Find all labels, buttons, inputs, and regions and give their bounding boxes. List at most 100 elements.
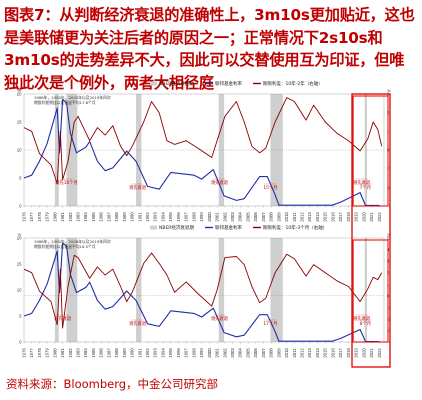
x-tick-label: 2020	[361, 212, 366, 222]
left-tick-label: 15	[17, 120, 22, 125]
highlight-box	[352, 239, 389, 343]
x-tick-label: 1978	[37, 348, 42, 358]
x-tick-label: 2010	[284, 212, 289, 222]
x-tick-label: 2006	[253, 348, 258, 358]
chart-note: 1988年，2000年，2005年以及2019年四次	[34, 95, 111, 100]
x-tick-label: 2010	[284, 348, 289, 358]
x-tick-label: 2017	[338, 348, 343, 358]
annotation-label: 7个月	[360, 185, 371, 191]
legend-swatch-recession	[150, 81, 157, 86]
left-axis-unit: %	[17, 232, 21, 237]
recession-band	[136, 238, 142, 342]
x-tick-label: 1983	[75, 348, 80, 358]
x-tick-label: 1997	[184, 348, 189, 358]
left-axis-unit: %	[17, 88, 21, 93]
x-tick-label: 1982	[68, 348, 73, 358]
x-tick-label: 1979	[45, 212, 50, 222]
x-tick-label: 2005	[245, 348, 250, 358]
x-tick-label: 2022	[377, 212, 382, 222]
fedfunds-line	[23, 99, 380, 206]
x-tick-label: 1994	[160, 212, 165, 222]
x-tick-label: 1996	[176, 212, 181, 222]
x-tick-label: 1988	[114, 212, 119, 222]
x-tick-label: 1989	[122, 212, 127, 222]
x-tick-label: 1990	[130, 212, 135, 222]
x-tick-label: 1980	[52, 348, 57, 358]
chart-note: 期限利差倒挂以后衰退平均16.5个月	[34, 244, 96, 249]
x-tick-label: 1992	[145, 348, 150, 358]
recession-band	[54, 238, 59, 342]
annotation-label: 17个月	[263, 321, 277, 327]
right-tick-label: -2	[387, 185, 391, 190]
right-axis-unit: %	[387, 232, 391, 237]
highlight-box-outer	[351, 93, 391, 368]
legend-label-recession: NBER经济衰退期	[159, 80, 194, 87]
x-tick-label: 1990	[130, 348, 135, 358]
left-tick-label: 0	[19, 204, 22, 209]
x-tick-label: 1977	[29, 212, 34, 222]
recession-band	[218, 238, 225, 342]
x-tick-label: 2014	[315, 348, 320, 358]
left-tick-label: 15	[17, 262, 22, 267]
spread-line	[23, 252, 383, 329]
left-tick-label: 20	[17, 236, 22, 241]
x-tick-label: 2000	[207, 348, 212, 358]
x-tick-label: 2005	[245, 212, 250, 222]
x-tick-label: 1984	[83, 348, 88, 358]
x-tick-label: 1999	[199, 212, 204, 222]
x-tick-label: 1981	[60, 212, 65, 222]
x-tick-label: 2002	[222, 348, 227, 358]
x-tick-label: 1983	[75, 212, 80, 222]
x-tick-label: 2011	[292, 348, 297, 358]
recession-band	[270, 94, 283, 206]
source-note: 资料来源：Bloomberg，中金公司研究部	[6, 377, 219, 391]
x-tick-label: 1995	[168, 348, 173, 358]
x-tick-label: 2003	[230, 212, 235, 222]
x-tick-label: 1992	[145, 212, 150, 222]
highlight-box	[352, 95, 389, 207]
annotation-label: 领先衰退	[129, 320, 147, 327]
x-tick-label: 2009	[276, 212, 281, 222]
right-tick-label: -1	[387, 166, 391, 171]
x-tick-label: 2013	[307, 348, 312, 358]
annotation-label: 领先衰退	[211, 315, 229, 322]
x-tick-label: 2008	[269, 348, 274, 358]
chart-2: NBER经济衰退期 联邦基金利率 期限利差：10年-3个月（右轴）% 0 5 10 15 20…	[17, 224, 392, 358]
legend-label-fedfunds: 联邦基金利率	[215, 224, 242, 231]
x-tick-label: 2008	[269, 212, 274, 222]
legend-swatch-recession	[150, 225, 157, 230]
x-tick-label: 1978	[37, 212, 42, 222]
x-tick-label: 1987	[106, 348, 111, 358]
recession-band	[364, 238, 368, 342]
left-tick-label: 20	[17, 92, 22, 97]
x-tick-label: 1977	[29, 348, 34, 358]
x-tick-label: 1989	[122, 348, 127, 358]
x-tick-label: 2013	[307, 212, 312, 222]
x-tick-label: 2018	[346, 348, 351, 358]
x-tick-label: 1991	[137, 212, 142, 222]
x-tick-label: 1988	[114, 348, 119, 358]
right-axis-unit: %	[387, 88, 391, 93]
left-tick-label: 5	[19, 176, 22, 181]
x-tick-label: 1998	[191, 348, 196, 358]
x-tick-label: 1976	[21, 212, 26, 222]
legend-label-spread: 期限利差：10年-2年（右轴）	[263, 80, 323, 87]
left-tick-label: 10	[17, 148, 22, 153]
x-tick-label: 2018	[346, 212, 351, 222]
recession-band	[54, 94, 59, 206]
x-tick-label: 2007	[261, 348, 266, 358]
left-tick-label: 10	[17, 288, 22, 293]
annotation-label: 领先衰退	[353, 179, 371, 186]
right-tick-label: -3	[387, 328, 391, 333]
right-tick-label: 5	[387, 236, 390, 241]
x-tick-label: 2007	[261, 212, 266, 222]
left-tick-label: 0	[19, 340, 22, 345]
left-tick-label: 5	[19, 314, 22, 319]
x-tick-label: 2016	[330, 212, 335, 222]
x-tick-label: 1986	[99, 348, 104, 358]
x-tick-label: 2015	[323, 212, 328, 222]
x-tick-label: 1993	[153, 348, 158, 358]
x-tick-label: 1986	[99, 212, 104, 222]
x-tick-label: 2000	[207, 212, 212, 222]
x-tick-label: 2019	[354, 212, 359, 222]
